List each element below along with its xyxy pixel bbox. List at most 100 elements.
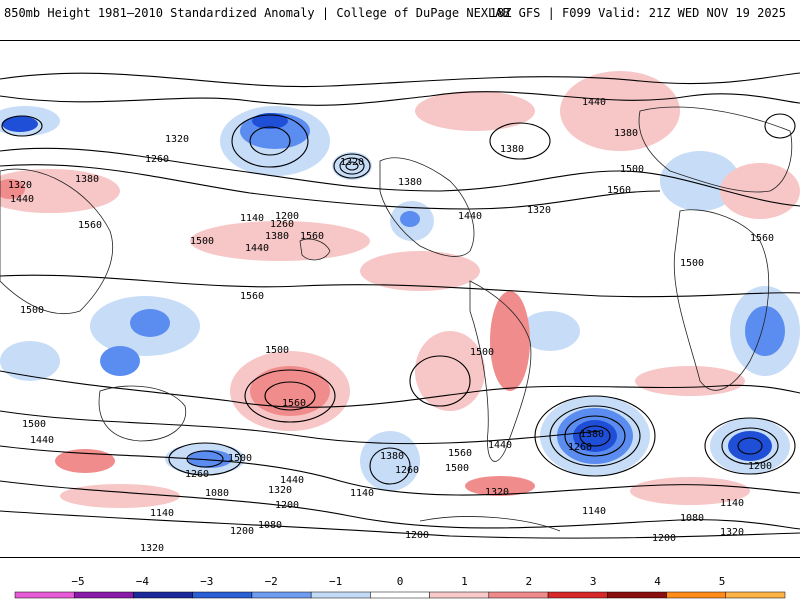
contour-label: 1560 — [240, 291, 264, 302]
contour-label: 1500 — [228, 453, 252, 464]
contour-label: 1260 — [270, 219, 294, 230]
colorbar-tick-label: −1 — [328, 575, 343, 588]
colorbar-swatch — [14, 591, 75, 599]
anomaly-map: 1320 1260 1380 1440 1320 1560 1500 1440 … — [0, 71, 800, 554]
contour-label: 1440 — [245, 243, 269, 254]
anomaly-region — [490, 291, 530, 391]
contour-line — [0, 164, 661, 210]
colorbar-tick-label: −2 — [264, 575, 278, 588]
anomaly-region — [745, 306, 785, 356]
contour-label: 1140 — [582, 506, 606, 517]
contour-label: 1500 — [470, 347, 494, 358]
contour-label: 1200 — [652, 533, 676, 544]
contour-label: 1320 — [720, 527, 744, 538]
colorbar-swatch — [607, 591, 667, 599]
asia-outline — [0, 168, 114, 315]
contour-label: 1320 — [140, 543, 164, 554]
contour-label: 1260 — [145, 154, 169, 165]
contour-label: 1320 — [268, 485, 292, 496]
contour-label: 1380 — [75, 174, 99, 185]
colorbar-svg — [14, 591, 786, 599]
contour-line — [0, 147, 800, 207]
contour-label: 1080 — [258, 520, 282, 531]
contour-line — [534, 395, 656, 477]
anomaly-region — [0, 179, 25, 199]
negative-anomaly-areas — [0, 106, 800, 491]
colorbar-swatch — [310, 591, 371, 599]
anomaly-region — [465, 476, 535, 496]
colorbar-swatch — [488, 591, 549, 599]
contour-line — [0, 91, 800, 106]
contour-line — [564, 415, 626, 457]
contour-label: 1500 — [20, 305, 44, 316]
anomaly-region — [60, 484, 180, 508]
anomaly-region — [0, 169, 120, 213]
anomaly-region — [252, 113, 288, 129]
contour-label: 1320 — [340, 157, 364, 168]
anomaly-region — [635, 366, 745, 396]
model-run-info: 18Z GFS | F099 Valid: 21Z WED NOV 19 202… — [489, 6, 786, 20]
anomaly-region — [360, 431, 420, 491]
anomaly-region — [130, 309, 170, 337]
map-title: 850mb Height 1981–2010 Standardized Anom… — [4, 6, 510, 20]
contour-label: 1140 — [150, 508, 174, 519]
contour-line — [339, 157, 365, 175]
contour-label: 1560 — [448, 448, 472, 459]
colorbar-tick-label: −3 — [200, 575, 214, 588]
antarctica-outline — [419, 516, 561, 532]
contour-label: 1260 — [395, 465, 419, 476]
anomaly-region — [2, 116, 38, 132]
anomaly-region — [720, 163, 800, 219]
anomaly-region — [630, 477, 750, 505]
contour-label: 1140 — [240, 213, 264, 224]
contour-label: 1560 — [300, 231, 324, 242]
contour-line — [737, 437, 763, 455]
anomaly-region — [560, 71, 680, 151]
contour-label: 1440 — [488, 440, 512, 451]
contour-line — [0, 510, 800, 539]
anomaly-region — [55, 449, 115, 473]
contour-line — [0, 370, 800, 408]
contour-line — [0, 480, 800, 530]
contour-label: 1440 — [10, 194, 34, 205]
australia-outline — [98, 385, 187, 442]
contour-label: 1500 — [265, 345, 289, 356]
contour-label: 1080 — [680, 513, 704, 524]
anomaly-region — [415, 91, 535, 131]
contour-label: 1560 — [78, 220, 102, 231]
contour-label: 1500 — [620, 164, 644, 175]
colorbar-tick-label: 4 — [654, 575, 661, 588]
contour-label: 1320 — [8, 180, 32, 191]
anomaly-region — [573, 420, 617, 452]
contour-label: 1560 — [282, 398, 306, 409]
colorbar — [0, 572, 800, 600]
height-contours — [0, 72, 800, 539]
africa-outline — [673, 209, 770, 391]
contour-label: 1500 — [190, 236, 214, 247]
contour-line — [704, 417, 796, 475]
contour-label: 1260 — [568, 442, 592, 453]
contour-label: 1320 — [485, 487, 509, 498]
contour-line — [1, 115, 43, 137]
positive-anomaly-areas — [0, 71, 800, 508]
contour-label: 1560 — [750, 233, 774, 244]
colorbar-swatch — [666, 591, 727, 599]
title-bar: 850mb Height 1981–2010 Standardized Anom… — [0, 0, 800, 40]
anomaly-region — [728, 431, 772, 461]
colorbar-tick-label: −4 — [135, 575, 150, 588]
contour-line — [0, 445, 800, 496]
anomaly-region — [415, 331, 485, 411]
contour-label: 1560 — [607, 185, 631, 196]
contour-line — [409, 355, 471, 407]
contour-line — [186, 450, 224, 468]
contour-line — [168, 442, 242, 476]
contour-label: 1140 — [350, 488, 374, 499]
anomaly-region — [520, 311, 580, 351]
contour-label: 1080 — [205, 488, 229, 499]
contour-line — [549, 405, 641, 467]
contour-label: 1440 — [30, 435, 54, 446]
contour-line — [244, 369, 336, 423]
anomaly-region — [190, 221, 370, 261]
contour-line — [721, 427, 779, 465]
contour-line — [264, 381, 316, 411]
